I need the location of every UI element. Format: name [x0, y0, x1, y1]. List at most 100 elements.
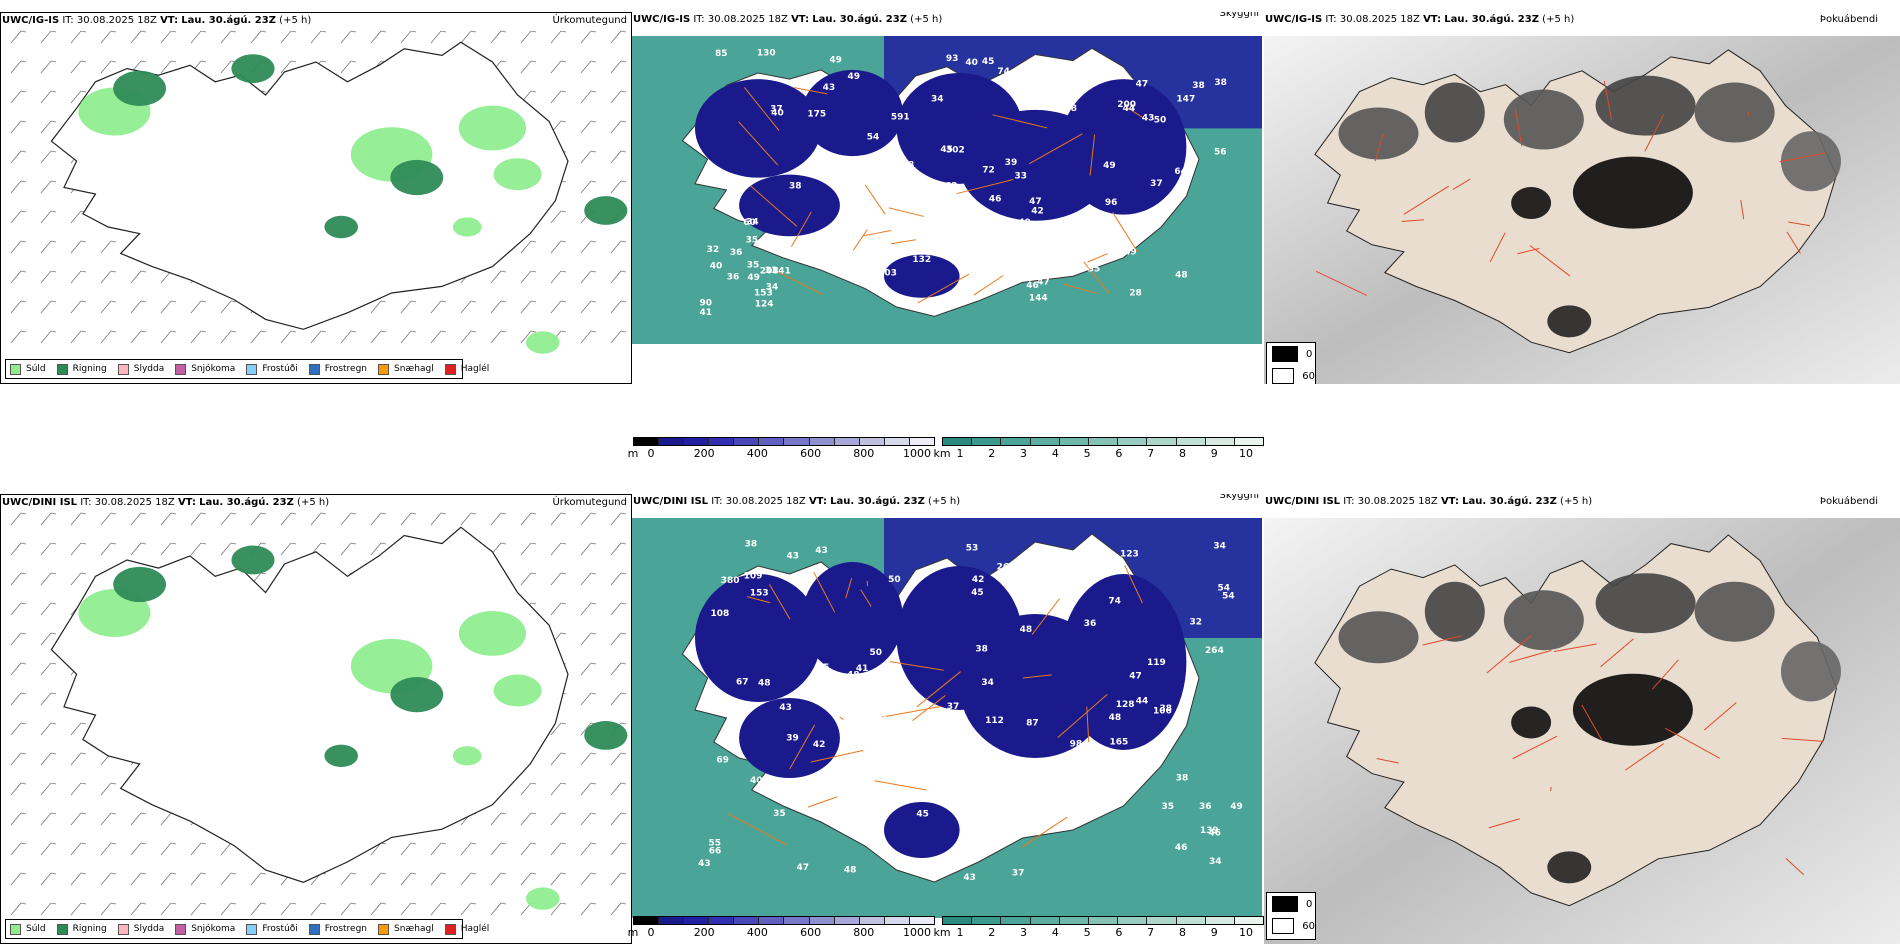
wind-barb	[160, 542, 177, 556]
legend-swatch	[308, 923, 320, 935]
wind-barb	[130, 330, 147, 344]
road-line	[1489, 232, 1506, 263]
ceiling-value-label: 47	[1037, 278, 1050, 288]
ceiling-value-label: 35	[747, 260, 760, 270]
legend-swatch	[175, 923, 187, 935]
ceiling-value-label: 93	[946, 54, 959, 64]
colorbar-cell	[1147, 917, 1177, 924]
ceiling-value-label: 46	[1026, 281, 1039, 291]
colorbar-tick: 5	[1083, 926, 1091, 939]
colorbar-unit: km	[933, 926, 951, 939]
legend-label: Súld	[26, 924, 46, 934]
precip-legend-item: Frostregn	[308, 363, 367, 375]
wind-barb	[280, 330, 297, 344]
wind-barb	[520, 240, 537, 254]
precip-area	[390, 677, 444, 713]
colorbar-cell	[709, 917, 735, 924]
ceiling-value-label: 48	[832, 244, 845, 254]
wind-barb	[520, 270, 537, 284]
wind-barb	[250, 512, 267, 526]
colorbar-cell	[1001, 917, 1031, 924]
ceiling-value-label: 53	[966, 543, 979, 553]
colorbar-tick: 1000	[903, 926, 931, 939]
low-ceiling-area	[695, 79, 821, 178]
road-line	[1063, 283, 1097, 294]
road-line	[1529, 244, 1571, 277]
wind-barb	[550, 210, 567, 224]
colorbar-ticks: km 1 2 3 4 5 6 7 8 9 10	[933, 925, 1264, 939]
wind-barb	[220, 512, 237, 526]
legend-label: Frostúði	[262, 364, 298, 374]
fog-legend: 0 60	[1266, 342, 1316, 384]
wind-barb	[580, 330, 597, 344]
ceiling-value-label: 43	[815, 546, 828, 556]
vt-value: Lau. 30.ágú. 23Z	[830, 496, 925, 507]
ceiling-value-label: 48	[1020, 625, 1033, 635]
road-line	[807, 796, 838, 808]
road-line	[1031, 598, 1060, 635]
wind-barb	[10, 632, 27, 646]
wind-barb	[550, 842, 567, 856]
ceiling-value-label: 85	[715, 49, 728, 59]
wind-barb	[610, 842, 627, 856]
ceiling-value-label: 42	[964, 852, 977, 862]
wind-barb	[70, 542, 87, 556]
colorbar-cell	[1118, 917, 1148, 924]
wind-barb	[610, 902, 627, 916]
wind-barb	[220, 872, 237, 886]
wind-barb	[580, 872, 597, 886]
ceiling-value-label: 103	[878, 268, 897, 278]
panel-header: UWC/DINI ISL IT: 30.08.2025 18Z VT: Lau.…	[1, 495, 329, 511]
ceiling-value-label: 72	[958, 261, 971, 271]
ceiling-value-label: 380	[721, 576, 740, 586]
ceiling-value-label: 69	[716, 755, 729, 765]
wind-barb	[160, 842, 177, 856]
legend-label: Snjókoma	[191, 364, 236, 374]
wind-barb	[610, 240, 627, 254]
ceiling-value-label: 49	[1103, 161, 1116, 171]
ceiling-value-label: 48	[847, 671, 860, 681]
precip-area	[231, 545, 275, 575]
legend-label: Slydda	[133, 364, 165, 374]
wind-barb	[610, 300, 627, 314]
colorbar-cell	[634, 917, 660, 924]
wind-barb	[10, 542, 27, 556]
ceiling-value-label: 106	[1153, 706, 1172, 716]
road-line	[1644, 113, 1665, 152]
wind-barb	[580, 662, 597, 676]
wind-barb	[520, 542, 537, 556]
ceiling-value-label: 67	[736, 677, 749, 687]
colorbar-tick: 1000	[903, 447, 931, 460]
wind-barb	[520, 30, 537, 44]
road-line	[1553, 643, 1597, 653]
wind-barb	[70, 812, 87, 826]
wind-barb	[490, 300, 507, 314]
ceiling-value-label: 175	[924, 239, 943, 249]
wind-barb	[520, 60, 537, 74]
fog-area	[1511, 187, 1552, 220]
colorbar-cell	[734, 438, 760, 445]
wind-barb	[40, 602, 57, 616]
fog-area	[1595, 573, 1696, 634]
wind-barb	[520, 512, 537, 526]
ceiling-value-label: 35	[746, 236, 759, 246]
wind-barb	[430, 300, 447, 314]
ceiling-value-label: 44	[1136, 696, 1149, 706]
colorbar-unit: km	[933, 447, 951, 460]
legend-label: Frostregn	[324, 924, 368, 934]
road-line	[992, 114, 1048, 129]
ceiling-map-svg: 48 40 31 39 38 36 39 54 48 40 48 56 37 60 43 48 106 47 119…	[632, 518, 1262, 918]
road-line	[1600, 638, 1634, 668]
wind-barb	[10, 872, 27, 886]
road-line	[852, 229, 868, 251]
ceiling-value-label: 32	[1190, 618, 1203, 628]
fog-area	[1338, 107, 1419, 160]
ceiling-value-label: 39	[786, 733, 799, 743]
swatch-white	[1272, 918, 1295, 934]
wind-barb	[10, 180, 27, 194]
wind-barb	[10, 90, 27, 104]
wind-barb	[70, 270, 87, 284]
ceiling-value-label: 45	[982, 57, 995, 67]
wind-barb	[70, 30, 87, 44]
wind-barb	[550, 752, 567, 766]
